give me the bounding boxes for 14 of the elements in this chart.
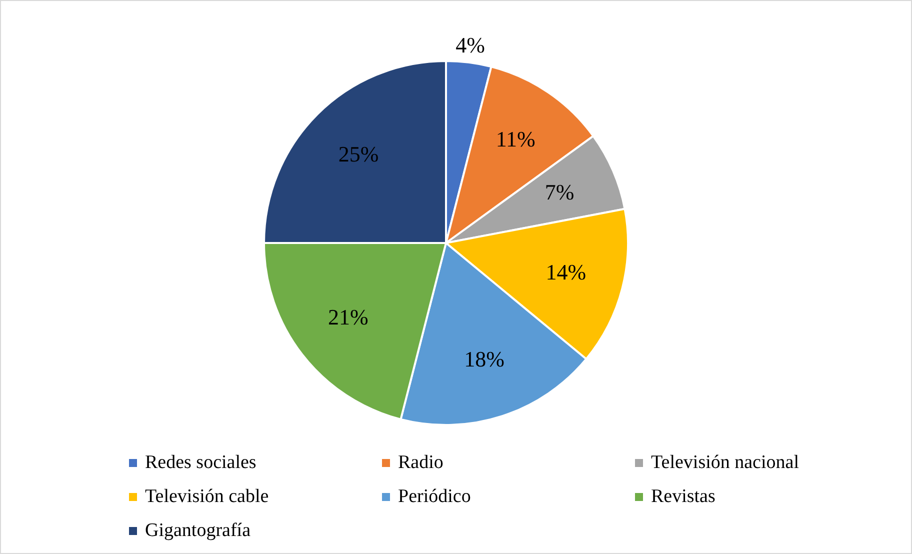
data-label: 25%	[338, 141, 379, 166]
legend-label: Redes sociales	[145, 452, 256, 474]
data-label: 14%	[546, 260, 586, 285]
data-label: 21%	[328, 304, 368, 330]
data-label: 4%	[456, 32, 485, 58]
legend-label: Periódico	[398, 486, 471, 508]
legend-label: Televisión nacional	[651, 452, 799, 474]
data-label: 11%	[496, 126, 536, 152]
legend-label: Gigantografía	[145, 520, 251, 542]
legend-label: Televisión cable	[145, 486, 269, 508]
data-label: 18%	[464, 346, 504, 372]
data-label: 7%	[544, 180, 574, 205]
legend-label: Revistas	[651, 486, 716, 508]
legend-label: Radio	[398, 452, 444, 474]
